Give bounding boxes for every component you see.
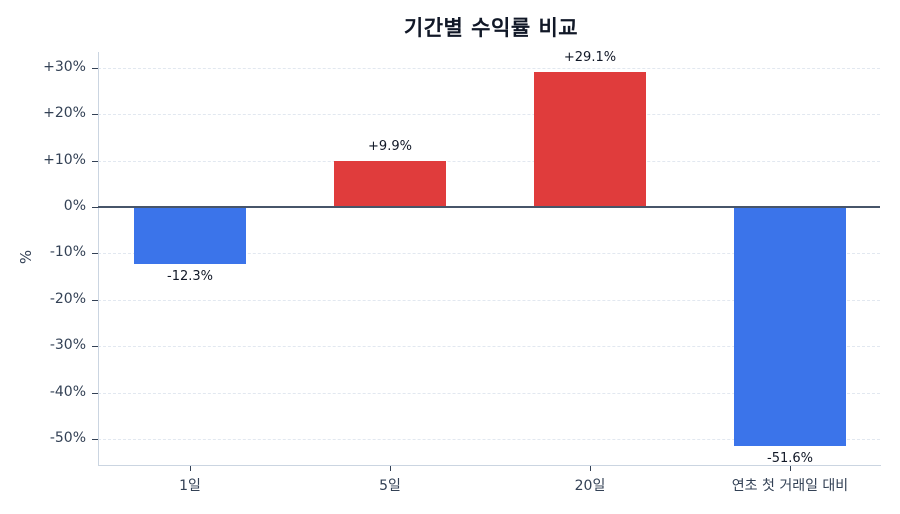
x-tick-label: 20일 (574, 478, 606, 494)
y-tick-mark (92, 161, 98, 162)
x-tick-label: 1일 (179, 478, 201, 494)
bar-value-label: -51.6% (767, 451, 813, 467)
gridline (98, 300, 880, 301)
y-tick-label: +30% (43, 59, 86, 75)
gridline (98, 393, 880, 394)
gridline (98, 161, 880, 162)
bar-value-label: +9.9% (368, 139, 412, 155)
gridline (98, 439, 880, 440)
gridline (98, 68, 880, 69)
bar-value-label: -12.3% (167, 269, 213, 285)
x-tick-mark (590, 466, 591, 471)
gridline (98, 253, 880, 254)
x-axis-line (98, 465, 881, 466)
y-tick-label: -10% (49, 244, 86, 260)
y-tick-mark (92, 253, 98, 254)
chart-title: 기간별 수익률 비교 (403, 16, 579, 40)
x-tick-mark (190, 466, 191, 471)
y-axis-line (98, 52, 99, 466)
y-tick-label: +10% (43, 152, 86, 168)
bar-2 (534, 71, 646, 207)
x-tick-label: 연초 첫 거래일 대비 (731, 478, 849, 494)
zero-line (98, 206, 880, 208)
x-tick-label: 5일 (379, 478, 401, 494)
y-tick-mark (92, 114, 98, 115)
gridline (98, 114, 880, 115)
bar-1 (334, 161, 446, 207)
bar-0 (134, 207, 246, 265)
y-tick-label: 0% (63, 198, 86, 214)
y-tick-label: +20% (43, 105, 86, 121)
gridline (98, 346, 880, 347)
y-tick-mark (92, 207, 98, 208)
y-tick-mark (92, 300, 98, 301)
y-tick-label: -30% (49, 337, 86, 353)
bar-value-label: +29.1% (563, 49, 617, 65)
y-tick-mark (92, 346, 98, 347)
bar-3 (734, 207, 846, 447)
x-tick-mark (390, 466, 391, 471)
y-tick-label: -40% (49, 384, 86, 400)
y-tick-mark (92, 68, 98, 69)
y-tick-mark (92, 439, 98, 440)
x-tick-mark (790, 466, 791, 471)
y-tick-label: -20% (49, 291, 86, 307)
y-tick-label: -50% (49, 430, 86, 446)
y-tick-mark (92, 393, 98, 394)
